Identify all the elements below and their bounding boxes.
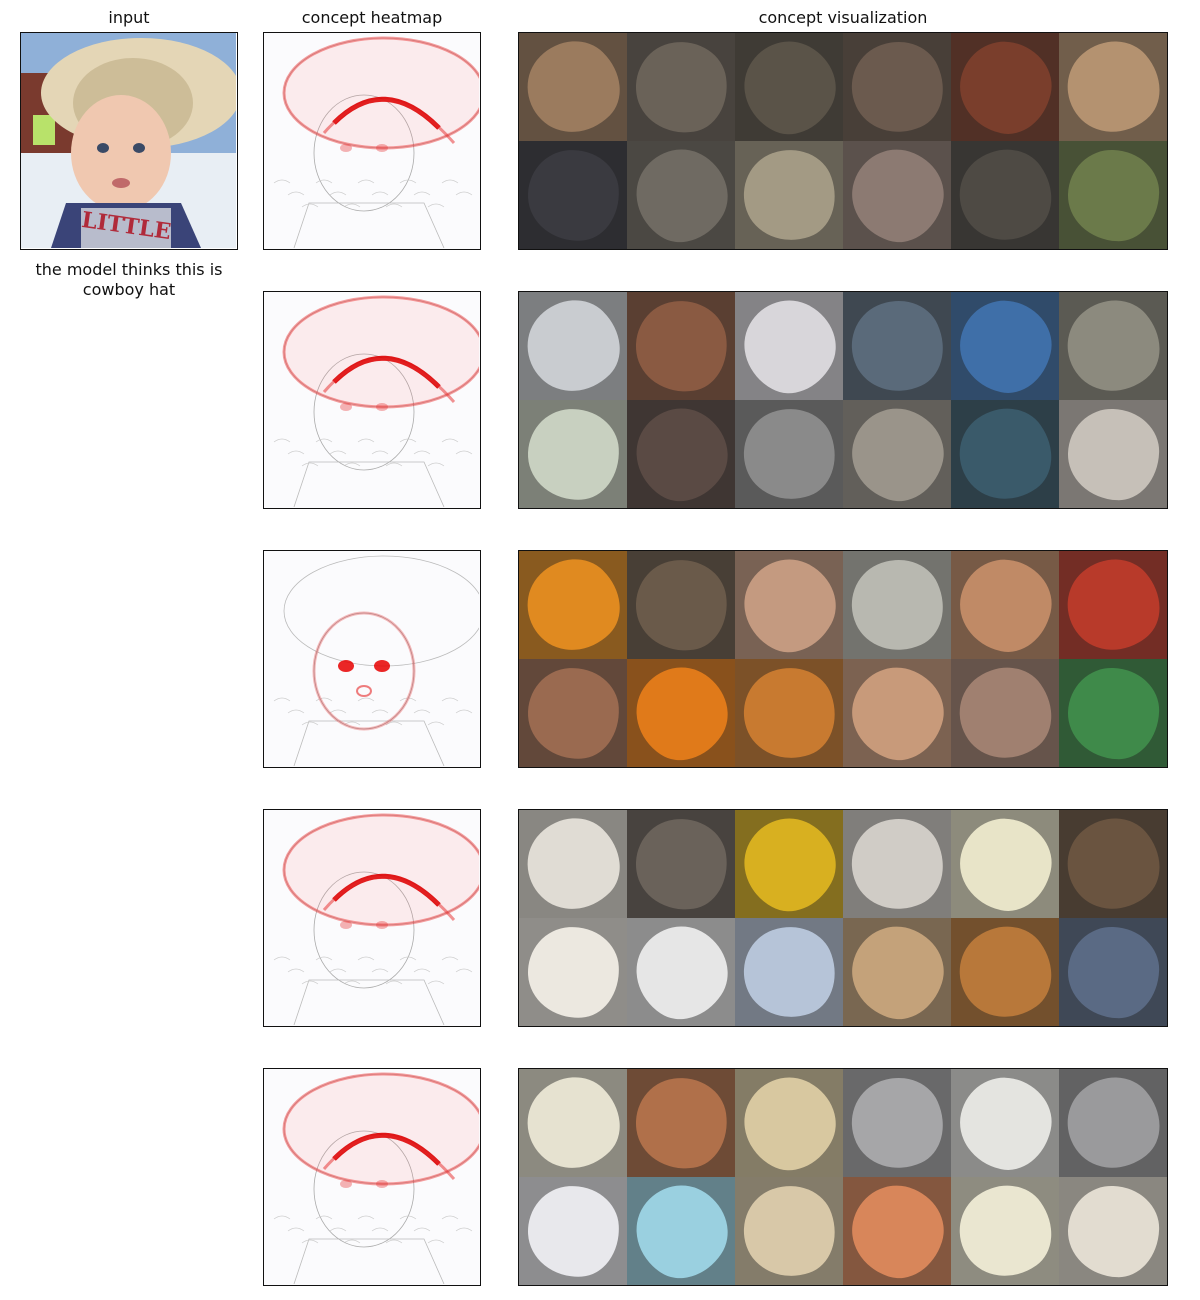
concept-example-tile [735,659,843,767]
concept-visualization-3 [518,550,1168,768]
concept-example-tile [843,918,951,1026]
child-in-cowboy-hat-photo-icon: LITTLE [21,33,236,248]
concept-example-tile [627,659,735,767]
concept-example-tile [951,141,1059,249]
concept-example-tile [735,810,843,918]
concept-example-tile [627,141,735,249]
concept-example-tile [1059,141,1167,249]
concept-heatmap-2 [263,291,481,509]
concept-example-tile [627,551,735,659]
concept-example-tile [627,810,735,918]
concept-example-tile [1059,659,1167,767]
concept-example-tile [519,918,627,1026]
concept-example-tile [519,1177,627,1285]
prediction-caption: the model thinks this is cowboy hat [35,260,223,299]
concept-example-tile [843,1177,951,1285]
concept-example-tile [843,659,951,767]
concept-example-tile [519,400,627,508]
concept-example-tile [627,400,735,508]
concept-example-tile [843,810,951,918]
concept-example-tile [1059,810,1167,918]
concept-example-tile [519,659,627,767]
concept-example-tile [843,33,951,141]
concept-example-tile [519,292,627,400]
concept-example-tile [627,1177,735,1285]
concept-example-tile [735,918,843,1026]
concept-example-tile [519,141,627,249]
concept-example-tile [735,141,843,249]
concept-example-tile [735,400,843,508]
concept-example-tile [735,292,843,400]
concept-example-tile [1059,918,1167,1026]
concept-example-tile [951,551,1059,659]
concept-example-tile [951,33,1059,141]
concept-heatmap-5 [263,1068,481,1286]
concept-example-tile [1059,292,1167,400]
concept-visualization-5 [518,1068,1168,1286]
concept-example-tile [1059,1069,1167,1177]
input-image: LITTLE [20,32,238,250]
concept-example-tile [735,551,843,659]
column-title-input: input [108,8,150,27]
concept-example-tile [1059,551,1167,659]
concept-example-tile [627,1069,735,1177]
concept-example-tile [627,33,735,141]
column-title-heatmap: concept heatmap [301,8,443,27]
concept-example-tile [519,551,627,659]
concept-example-tile [951,1177,1059,1285]
heatmap-overlay [273,295,479,507]
concept-example-tile [735,1069,843,1177]
concept-example-tile [519,810,627,918]
concept-example-tile [951,810,1059,918]
concept-example-tile [1059,1177,1167,1285]
concept-example-tile [843,141,951,249]
concept-example-tile [735,1177,843,1285]
concept-example-tile [519,33,627,141]
concept-example-tile [951,292,1059,400]
concept-visualization-2 [518,291,1168,509]
concept-example-tile [843,551,951,659]
concept-example-tile [951,918,1059,1026]
concept-heatmap-4 [263,809,481,1027]
concept-example-tile [951,659,1059,767]
concept-example-tile [1059,400,1167,508]
concept-example-tile [627,918,735,1026]
heatmap-overlay [273,36,479,248]
concept-heatmap-1 [263,32,481,250]
concept-example-tile [951,1069,1059,1177]
concept-example-tile [519,1069,627,1177]
heatmap-overlay [273,1072,479,1284]
concept-example-tile [951,400,1059,508]
concept-example-tile [627,292,735,400]
heatmap-overlay [273,555,479,766]
concept-example-tile [843,292,951,400]
concept-example-tile [843,400,951,508]
concept-heatmap-3 [263,550,481,768]
heatmap-overlay [273,813,479,1025]
concept-example-tile [735,33,843,141]
concept-example-tile [843,1069,951,1177]
column-title-visualization: concept visualization [758,8,928,27]
concept-visualization-4 [518,809,1168,1027]
concept-example-tile [1059,33,1167,141]
concept-visualization-1 [518,32,1168,250]
